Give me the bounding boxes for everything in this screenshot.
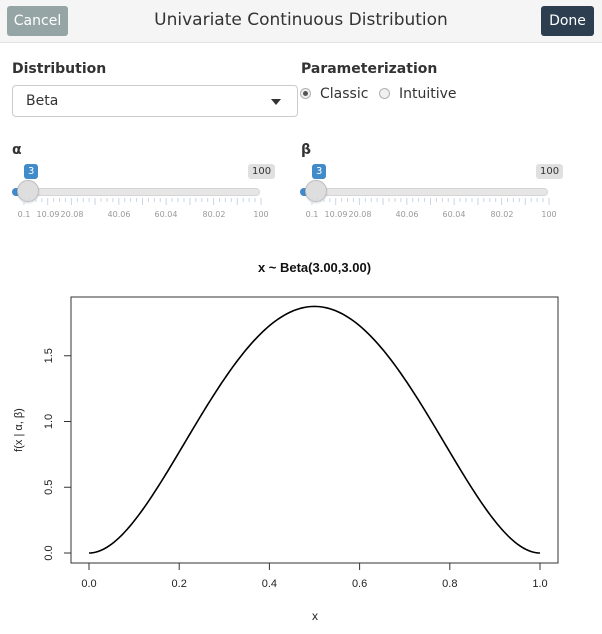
tick-label: 80.02 — [202, 210, 226, 219]
alpha-label: α — [12, 142, 22, 158]
radio-classic-label[interactable]: Classic — [320, 86, 369, 102]
tick-label: 100 — [253, 210, 269, 219]
tick-label: 10.09 — [324, 210, 348, 219]
alpha-slider-track[interactable] — [12, 188, 260, 196]
tick-label: 100 — [541, 210, 557, 219]
cancel-button[interactable]: Cancel — [7, 6, 68, 36]
alpha-max-badge: 100 — [248, 164, 276, 179]
done-button[interactable]: Done — [541, 6, 594, 36]
x-tick-label: 0.4 — [262, 578, 277, 590]
distribution-selected-value: Beta — [26, 93, 59, 109]
alpha-slider-handle[interactable] — [17, 180, 39, 202]
beta-slider-ticks — [311, 198, 550, 205]
radio-classic[interactable] — [300, 88, 311, 99]
beta-max-badge: 100 — [536, 164, 564, 179]
beta-slider-handle[interactable] — [305, 180, 327, 202]
distribution-select[interactable]: Beta — [12, 85, 298, 117]
tick-label: 0.1 — [305, 210, 319, 219]
beta-slider[interactable]: 3 100 0.1 10.09 20.08 40.06 60.04 80.02 … — [300, 164, 564, 224]
tick-label: 20.08 — [348, 210, 372, 219]
dialog-title: Univariate Continuous Distribution — [154, 10, 448, 30]
x-axis-label: x — [312, 609, 318, 623]
x-tick-label: 0.6 — [352, 578, 367, 590]
tick-label: 0.1 — [17, 210, 31, 219]
tick-label: 40.06 — [107, 210, 131, 219]
chevron-down-icon — [271, 99, 281, 105]
tick-label: 40.06 — [395, 210, 419, 219]
chart-title: x ~ Beta(3.00,3.00) — [258, 260, 371, 275]
alpha-value-badge: 3 — [24, 164, 39, 179]
density-chart: x ~ Beta(3.00,3.00) 0.0 0.2 0.4 0.6 0.8 1.0 0.0… — [13, 260, 559, 623]
beta-value-badge: 3 — [312, 164, 327, 179]
density-curve — [88, 305, 541, 554]
x-tick-label: 0.0 — [81, 578, 96, 590]
x-tick-label: 0.8 — [442, 578, 457, 590]
dialog-header: Cancel Univariate Continuous Distributio… — [0, 0, 602, 43]
alpha-slider-ticks — [23, 198, 262, 205]
distribution-label: Distribution — [12, 61, 107, 77]
x-tick-label: 1.0 — [532, 578, 547, 590]
plot-frame — [70, 296, 559, 564]
tick-label: 10.09 — [36, 210, 60, 219]
tick-label: 60.04 — [442, 210, 466, 219]
tick-label: 60.04 — [154, 210, 178, 219]
beta-slider-track[interactable] — [300, 188, 548, 196]
y-tick-label: 0.5 — [43, 480, 55, 495]
y-tick-label: 1.5 — [43, 348, 55, 363]
radio-intuitive[interactable] — [379, 88, 390, 99]
x-tick-label: 0.2 — [172, 578, 187, 590]
tick-label: 80.02 — [490, 210, 514, 219]
beta-label: β — [301, 142, 312, 158]
radio-intuitive-label[interactable]: Intuitive — [399, 86, 457, 102]
y-axis-label: f(x | α, β) — [13, 408, 25, 452]
parameterization-label: Parameterization — [301, 61, 438, 77]
y-tick-label: 1.0 — [43, 414, 55, 429]
tick-label: 20.08 — [60, 210, 84, 219]
y-tick-label: 0.0 — [43, 545, 55, 560]
alpha-slider[interactable]: 3 100 0.1 10.09 20.08 40.06 60.04 80.02 … — [12, 164, 276, 224]
